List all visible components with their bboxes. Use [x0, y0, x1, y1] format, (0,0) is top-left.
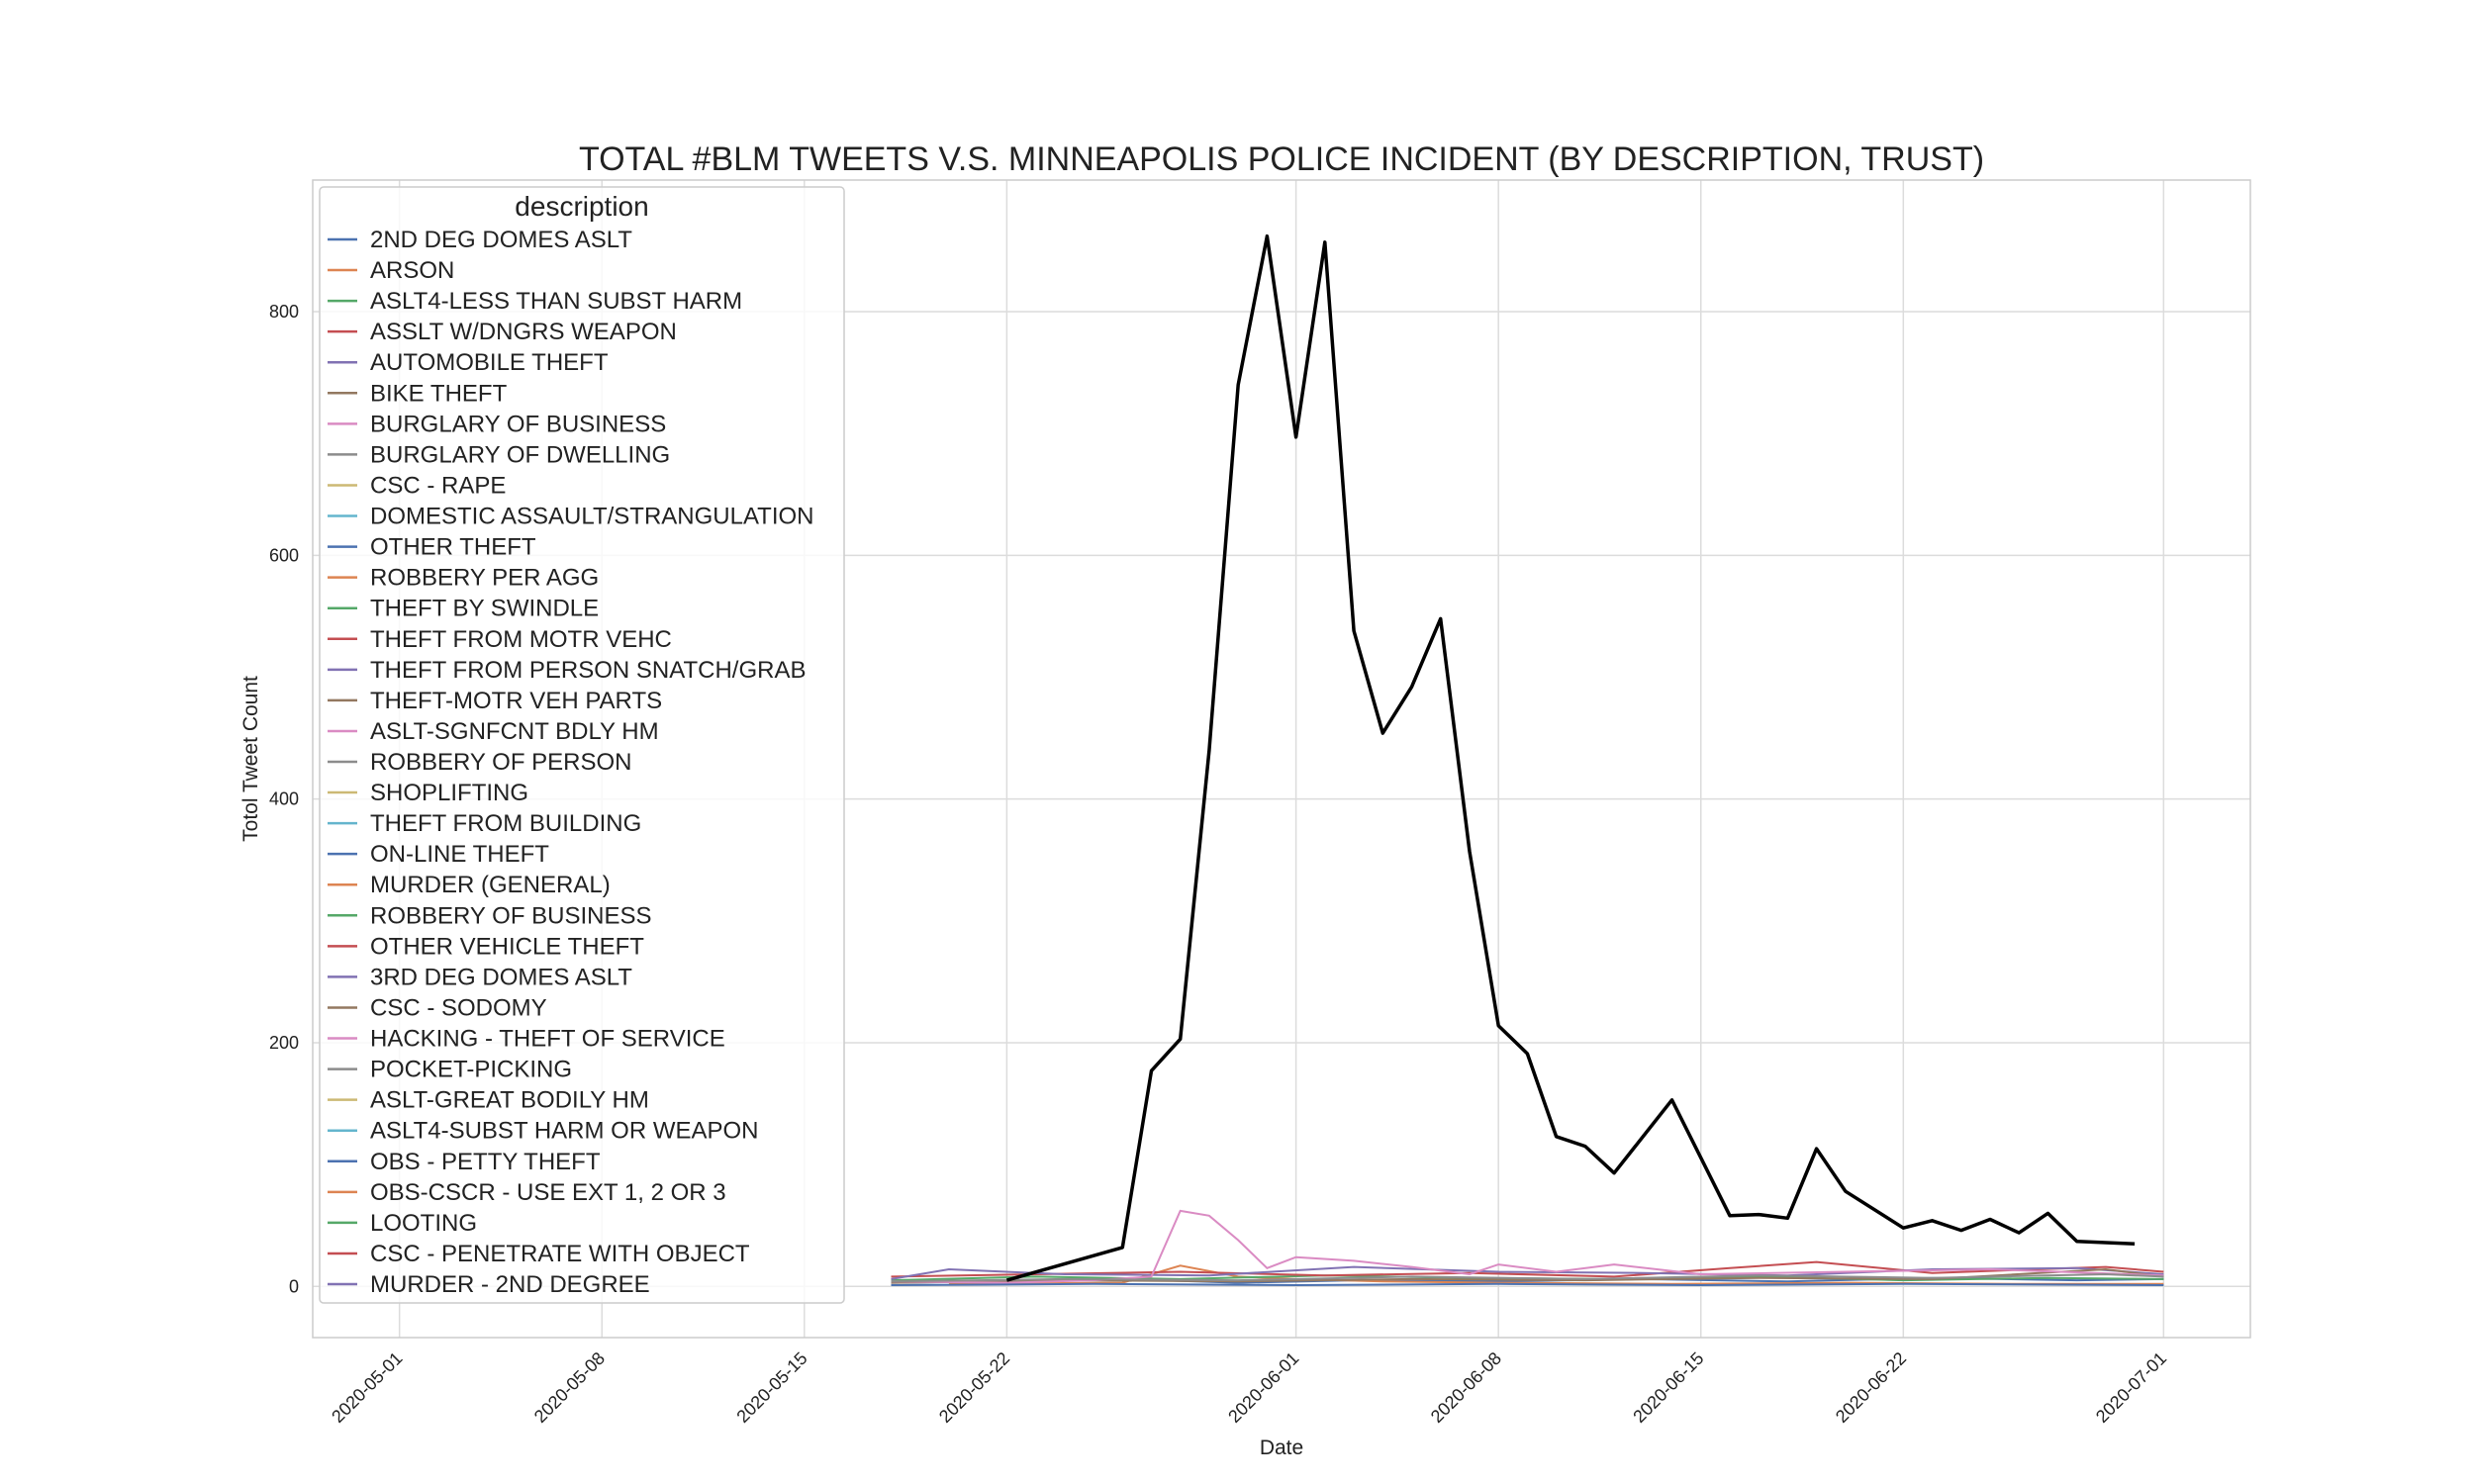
- plot-frame: [312, 179, 2251, 1339]
- legend-entry: THEFT FROM PERSON SNATCH/GRAB: [370, 657, 806, 684]
- legend-entry: THEFT FROM MOTR VEHC: [370, 626, 672, 653]
- legend-title: description: [515, 191, 648, 222]
- legend-entry: MURDER - 2ND DEGREE: [370, 1271, 650, 1298]
- series-line: [891, 1209, 2164, 1284]
- y-tick-label: 800: [269, 302, 299, 322]
- legend-entry: BURGLARY OF DWELLING: [370, 441, 670, 468]
- x-tick-label: 2020-06-08: [1427, 1348, 1505, 1427]
- legend-entry: OBS-CSCR - USE EXT 1, 2 OR 3: [370, 1179, 726, 1206]
- series-line: [891, 1282, 2164, 1287]
- x-tick-labels: 2020-05-01 2020-05-08 2020-05-15 2020-05-22…: [328, 1348, 2170, 1427]
- y-tick-label: 0: [289, 1276, 299, 1296]
- x-tick-label: 2020-06-22: [1832, 1348, 1910, 1427]
- legend-entry: ASLT4-LESS THAN SUBST HARM: [370, 288, 742, 315]
- legend-entry: OTHER THEFT: [370, 534, 536, 561]
- legend-entry: DOMESTIC ASSAULT/STRANGULATION: [370, 504, 814, 530]
- legend-entry: HACKING - THEFT OF SERVICE: [370, 1026, 725, 1053]
- legend: description 2ND DEG DOMES ASLT ARSON ASLT4-…: [319, 186, 845, 1304]
- x-tick-label: 2020-06-01: [1224, 1348, 1302, 1427]
- legend-entry: CSC - PENETRATE WITH OBJECT: [370, 1241, 750, 1267]
- legend-entry: THEFT FROM BUILDING: [370, 810, 641, 837]
- x-tick-label: 2020-05-22: [935, 1348, 1013, 1427]
- x-tick-label: 2020-05-01: [328, 1348, 406, 1427]
- y-tick-label: 600: [269, 545, 299, 565]
- x-axis-label: Date: [1260, 1437, 1303, 1459]
- legend-entry: CSC - SODOMY: [370, 994, 547, 1021]
- legend-entry: LOOTING: [370, 1210, 477, 1237]
- legend-entry: MURDER (GENERAL): [370, 872, 611, 898]
- legend-entry: SHOPLIFTING: [370, 780, 528, 806]
- y-tick-label: 400: [269, 789, 299, 809]
- incident-series: [891, 1209, 2164, 1287]
- y-axis-label: Totol Tweet Count: [239, 676, 262, 842]
- series-line: [891, 1267, 2164, 1284]
- legend-entry: ROBBERY PER AGG: [370, 565, 599, 592]
- x-tick-label: 2020-06-15: [1629, 1348, 1707, 1427]
- legend-entry: CSC - RAPE: [370, 472, 506, 499]
- tweet-series: [1005, 233, 2136, 1282]
- legend-entry: OBS - PETTY THEFT: [370, 1149, 601, 1175]
- legend-entry: 3RD DEG DOMES ASLT: [370, 964, 632, 990]
- legend-entry: ROBBERY OF PERSON: [370, 749, 632, 776]
- legend-entry: ASLT-SGNFCNT BDLY HM: [370, 718, 659, 745]
- legend-entry: THEFT-MOTR VEH PARTS: [370, 688, 662, 714]
- legend-entry: BIKE THEFT: [370, 380, 508, 407]
- legend-entry: ASSLT W/DNGRS WEAPON: [370, 319, 677, 345]
- y-tick-labels: 0 200 400 600 800: [269, 302, 299, 1296]
- legend-entry: THEFT BY SWINDLE: [370, 596, 599, 622]
- legend-entry: ROBBERY OF BUSINESS: [370, 902, 652, 929]
- x-tick-label: 2020-05-15: [732, 1348, 810, 1427]
- chart-title: TOTAL #BLM TWEETS V.S. MINNEAPOLIS POLIC…: [579, 140, 1984, 178]
- x-tick-label: 2020-07-01: [2092, 1348, 2170, 1427]
- legend-entry: ASLT-GREAT BODILY HM: [370, 1087, 649, 1114]
- tweet-count-line: [1005, 233, 2136, 1282]
- y-tick-label: 200: [269, 1033, 299, 1053]
- series-line: [891, 1272, 2164, 1283]
- legend-entry: 2ND DEG DOMES ASLT: [370, 227, 632, 253]
- legend-entry: ON-LINE THEFT: [370, 841, 549, 868]
- x-tick-label: 2020-05-08: [530, 1348, 609, 1427]
- legend-entry: OTHER VEHICLE THEFT: [370, 933, 644, 960]
- legend-entry: BURGLARY OF BUSINESS: [370, 411, 666, 437]
- legend-entry: ASLT4-SUBST HARM OR WEAPON: [370, 1118, 759, 1145]
- legend-entry: AUTOMOBILE THEFT: [370, 349, 609, 376]
- legend-entry: ARSON: [370, 257, 454, 284]
- legend-entry: POCKET-PICKING: [370, 1057, 572, 1083]
- series-line: [891, 1260, 2164, 1278]
- legend-box: [319, 186, 845, 1304]
